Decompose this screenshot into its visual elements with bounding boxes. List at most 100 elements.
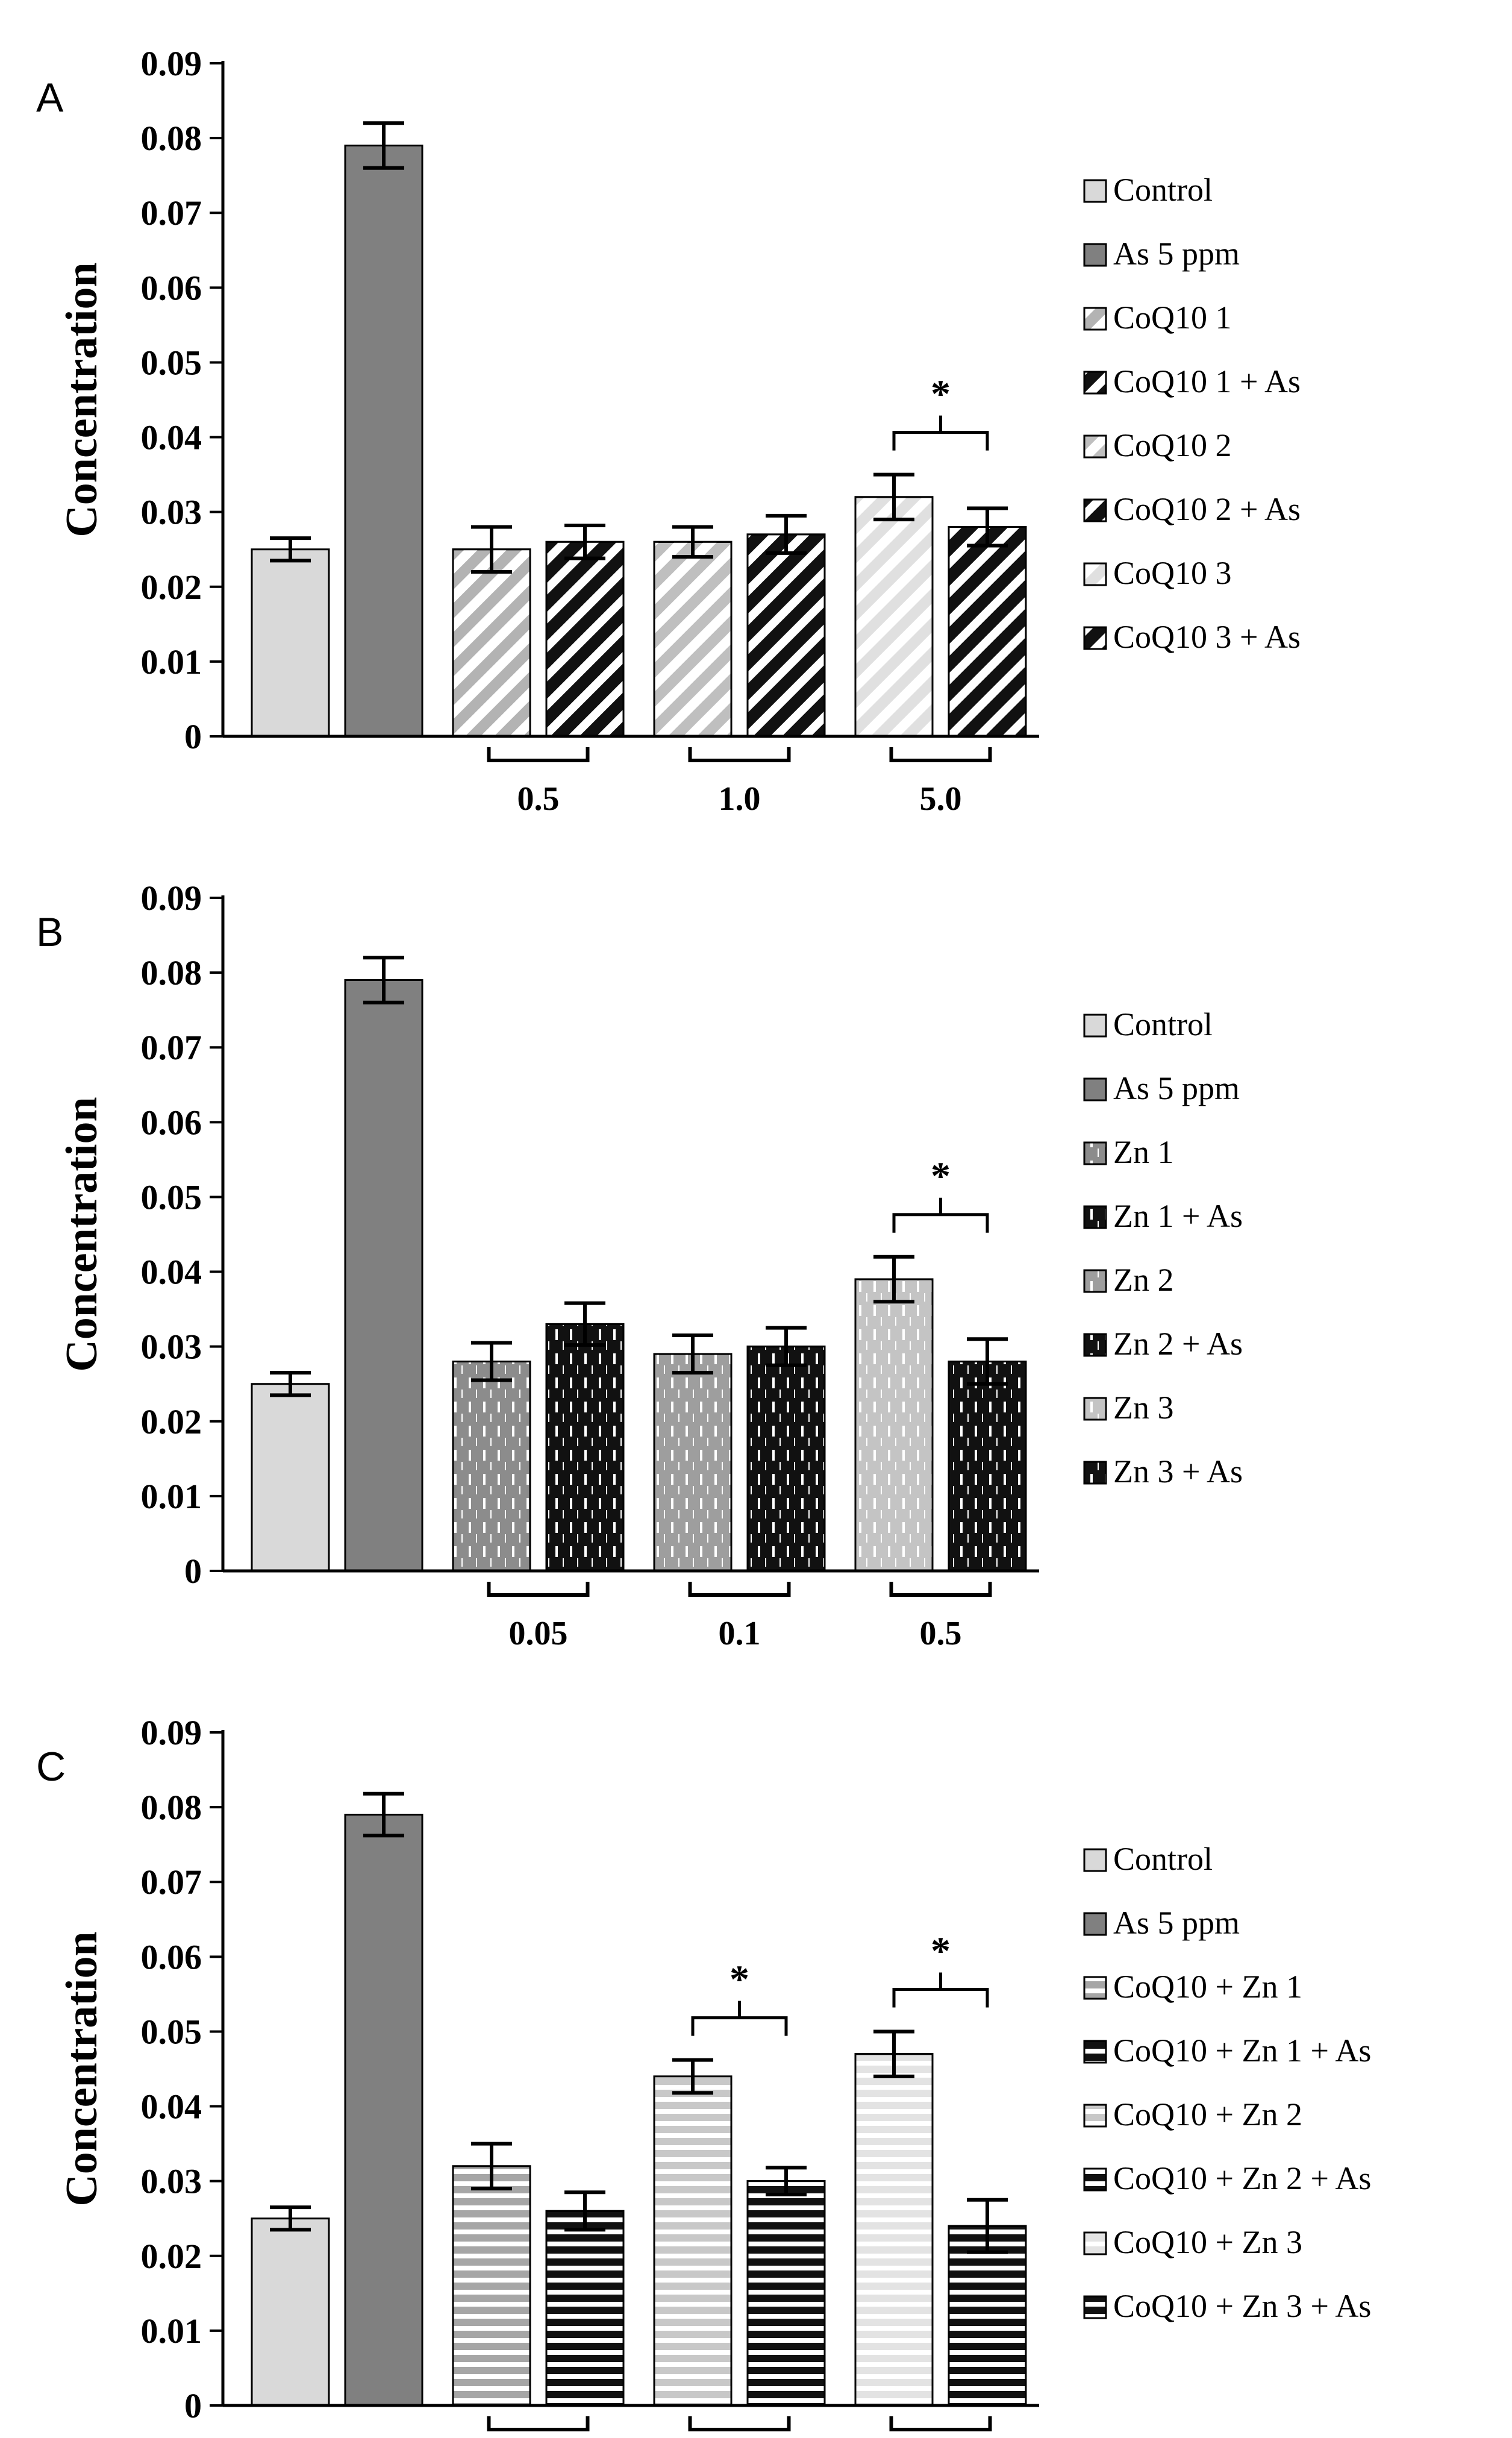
y-tick-label: 0.06: [141, 1103, 202, 1142]
legend-swatch-pattern: [1083, 1397, 1107, 1421]
y-tick-label: 0.07: [141, 1863, 202, 1902]
legend-label: Zn 2: [1113, 1262, 1174, 1298]
group-label: 0.05: [509, 1615, 568, 1652]
group-bracket: [889, 1582, 992, 1597]
legend-swatch: [1083, 1848, 1107, 1872]
y-tick-label: 0.08: [141, 1788, 202, 1827]
y-axis-title: Concentration: [57, 1931, 107, 2206]
legend-swatch-pattern: [1083, 1976, 1107, 2000]
legend-label: Zn 2 + As: [1113, 1326, 1243, 1362]
y-tick-label: 0: [184, 2386, 202, 2425]
group-label: 1.0: [719, 780, 761, 818]
bar-pattern: [746, 533, 826, 738]
y-tick-label: 0.07: [141, 193, 202, 233]
legend-swatch-pattern: [1083, 2167, 1107, 2192]
y-axis-title: Concentration: [57, 1097, 107, 1371]
legend-swatch-pattern: [1083, 2104, 1107, 2128]
group-bracket: [487, 1582, 590, 1597]
legend-swatch-pattern: [1083, 2295, 1107, 2319]
legend-label: Zn 1 + As: [1113, 1198, 1243, 1234]
legend-label: CoQ10 2: [1113, 427, 1232, 463]
y-tick-label: 0.02: [141, 1402, 202, 1441]
chart-panel-a: A Concentration 0 0.01 0.02 0.03 0.04 0.05 0.06 0…: [36, 44, 1301, 818]
group-bracket: [688, 747, 791, 762]
legend-label: CoQ10 2 + As: [1113, 491, 1301, 527]
bar-as-5-ppm: [344, 1814, 423, 2407]
chart-panel-c: C Concentration 0 0.01 0.02 0.03 0.04 0.05 0.06 0…: [36, 1713, 1371, 2431]
group-bracket: [889, 747, 992, 762]
legend-label: Control: [1113, 172, 1213, 208]
significance-star: *: [931, 372, 951, 416]
bar-pattern: [854, 2053, 934, 2407]
significance-bracket: [892, 1972, 989, 2008]
y-tick-label: 0.09: [141, 879, 202, 918]
legend-label: CoQ10 + Zn 1 + As: [1113, 2032, 1371, 2069]
y-tick-label: 0.04: [141, 1253, 202, 1292]
legend-swatch: [1083, 243, 1107, 267]
panel-label: B: [36, 909, 63, 955]
chart-panel-b: B Concentration 0 0.01 0.02 0.03 0.04 0.05 0.06 0…: [36, 879, 1243, 1652]
significance-bracket: [892, 415, 989, 451]
legend-label: Control: [1113, 1006, 1213, 1042]
bar-pattern: [452, 1360, 531, 1572]
group-label: 5.0: [920, 780, 962, 818]
bar-pattern: [854, 496, 934, 738]
significance-star: *: [931, 1929, 951, 1973]
y-tick-label: 0.06: [141, 1937, 202, 1976]
y-tick-label: 0.01: [141, 642, 202, 682]
panel-label: A: [36, 75, 64, 121]
bar-control: [251, 1383, 330, 1572]
legend-label: CoQ10 + Zn 2: [1113, 2096, 1302, 2132]
legend-label: CoQ10 1: [1113, 299, 1232, 336]
legend-swatch-pattern: [1083, 1141, 1107, 1165]
legend-swatch: [1083, 1912, 1107, 1936]
y-tick-label: 0.02: [141, 2237, 202, 2276]
bar-pattern: [948, 1360, 1027, 1572]
bar-as-5-ppm: [344, 979, 423, 1572]
y-tick-label: 0: [184, 1552, 202, 1591]
bar-pattern: [545, 2210, 625, 2407]
y-tick-label: 0.05: [141, 2012, 202, 2051]
group-label: 0.1: [719, 1615, 761, 1652]
group-bracket: [688, 1582, 791, 1597]
significance-bracket: [691, 2001, 788, 2036]
legend-label: As 5 ppm: [1113, 1070, 1240, 1106]
significance-bracket: [892, 1197, 989, 1233]
bar-pattern: [948, 525, 1027, 738]
bar-pattern: [653, 2075, 733, 2407]
legend-swatch: [1083, 1077, 1107, 1101]
legend-swatch-pattern: [1083, 1269, 1107, 1293]
legend-swatch-pattern: [1083, 1461, 1107, 1485]
y-tick-label: 0.08: [141, 953, 202, 992]
y-tick-label: 0.03: [141, 2162, 202, 2201]
legend-label: CoQ10 + Zn 1: [1113, 1969, 1302, 2005]
significance-star: *: [931, 1155, 951, 1199]
y-tick-label: 0.03: [141, 1327, 202, 1367]
legend-label: Control: [1113, 1841, 1213, 1877]
bar-pattern: [948, 2225, 1027, 2407]
legend-label: Zn 3 + As: [1113, 1453, 1243, 1490]
group-label: 0.5: [517, 780, 560, 818]
y-tick-label: 0.08: [141, 119, 202, 158]
legend-label: CoQ10 3 + As: [1113, 619, 1301, 655]
legend-swatch-pattern: [1083, 2040, 1107, 2064]
bar-control: [251, 548, 330, 738]
group-bracket: [688, 2416, 791, 2431]
y-tick-label: 0.09: [141, 1713, 202, 1752]
y-tick-label: 0.01: [141, 1477, 202, 1516]
y-tick-label: 0.01: [141, 2311, 202, 2351]
bar-pattern: [746, 1346, 826, 1572]
y-tick-label: 0.06: [141, 268, 202, 307]
bar-pattern: [854, 1278, 934, 1572]
legend-swatch-pattern: [1083, 562, 1107, 586]
significance-star: *: [729, 1958, 749, 2002]
legend-label: CoQ10 1 + As: [1113, 363, 1301, 400]
group-label: 0.5: [920, 1615, 962, 1652]
group-bracket: [487, 747, 590, 762]
legend-label: CoQ10 + Zn 3 + As: [1113, 2288, 1371, 2324]
bar-pattern: [545, 541, 625, 738]
legend-swatch-pattern: [1083, 434, 1107, 459]
legend-swatch-pattern: [1083, 307, 1107, 331]
bar-pattern: [653, 1353, 733, 1572]
